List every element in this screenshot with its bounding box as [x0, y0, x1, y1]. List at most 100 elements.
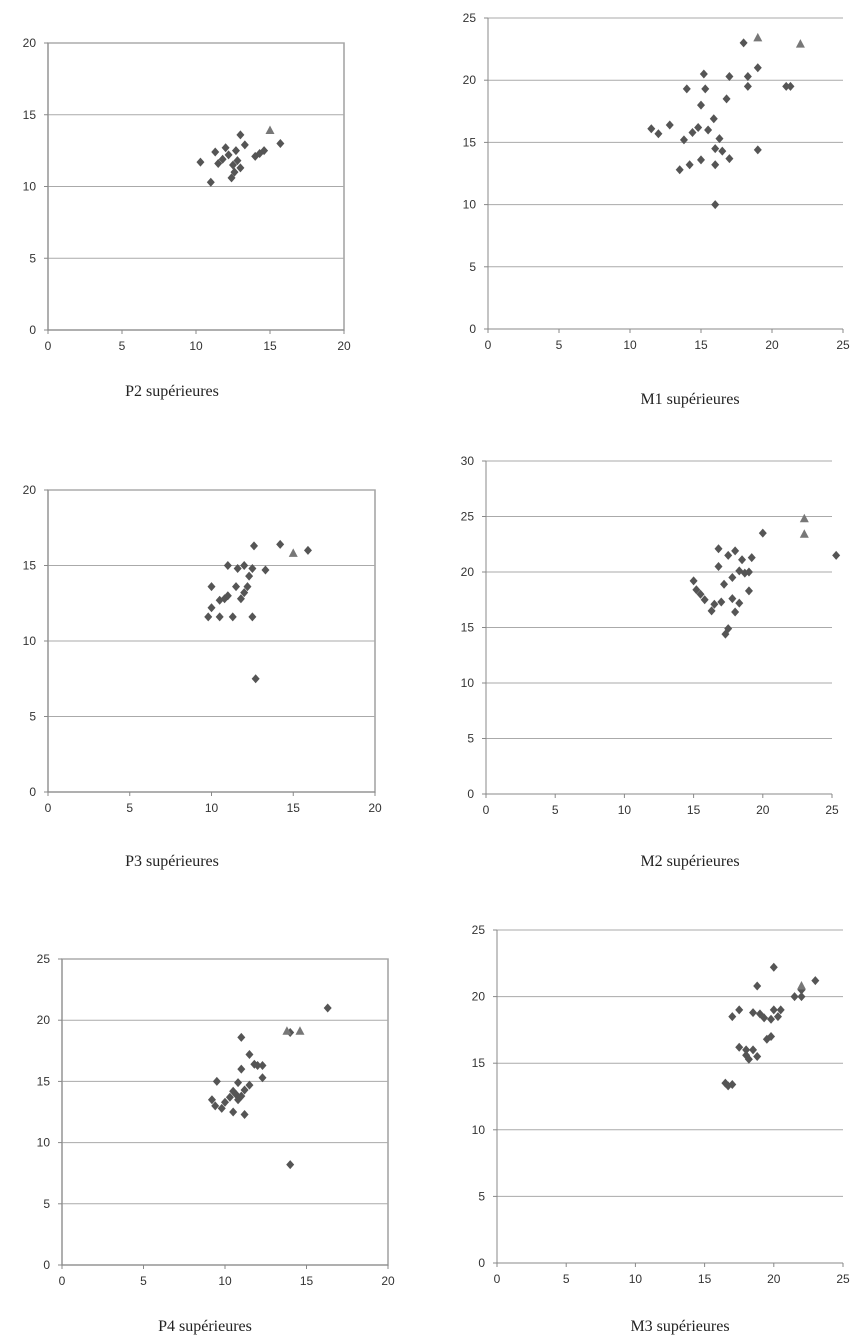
diamond-point	[245, 571, 254, 581]
triangle-point	[795, 39, 805, 48]
diamond-point	[688, 127, 697, 137]
diamond-point	[832, 550, 841, 560]
diamond-point	[701, 84, 710, 94]
y-tick-label: 10	[461, 676, 475, 690]
diamond-point	[261, 565, 270, 575]
diamond-point	[212, 1076, 221, 1086]
diamond-point	[665, 120, 674, 130]
y-tick-label: 20	[23, 36, 37, 50]
diamond-point	[692, 585, 701, 595]
diamond-point	[697, 100, 705, 110]
triangle-point	[796, 980, 806, 990]
y-tick-label: 15	[461, 621, 475, 635]
scatter-panel: 0 5 10 15 20 25 0 5 10 15 20 25 M3 supérieures	[472, 923, 850, 1335]
diamond-point	[747, 553, 756, 563]
chart-caption: M1 supérieures	[640, 391, 739, 408]
x-tick-label: 20	[765, 338, 779, 352]
diamond-point	[728, 573, 737, 583]
diamond-point	[738, 555, 747, 565]
diamond-point	[696, 589, 705, 599]
diamond-point	[229, 160, 237, 170]
diamond-point	[749, 1045, 758, 1055]
y-tick-label: 0	[43, 1258, 50, 1272]
diamond-point	[245, 1049, 254, 1059]
diamond-point	[237, 1064, 246, 1074]
x-tick-label: 0	[45, 339, 52, 353]
triangle-point	[265, 125, 275, 135]
y-tick-label: 5	[29, 251, 36, 265]
diamond-point	[215, 612, 224, 622]
x-tick-label: 15	[263, 339, 277, 353]
diamond-point	[240, 1085, 249, 1095]
x-tick-label: 10	[205, 801, 219, 815]
diamond-point	[704, 125, 713, 135]
diamond-point	[714, 561, 723, 571]
diamond-point	[776, 1005, 785, 1015]
diamond-point	[724, 550, 733, 560]
diamond-point	[731, 546, 740, 556]
diamond-point	[204, 612, 213, 622]
diamond-point	[753, 63, 762, 73]
diamond-point	[233, 156, 242, 166]
diamond-point	[767, 1032, 776, 1042]
diamond-point	[724, 624, 733, 634]
diamond-point	[260, 146, 269, 156]
scatter-panel: 0 5 10 15 20 0 5 10 15 20 25 P4 supérieures	[37, 952, 395, 1335]
diamond-point	[258, 1073, 267, 1083]
diamond-point	[236, 594, 245, 604]
chart-caption: P4 supérieures	[158, 1318, 252, 1335]
diamond-point	[735, 1005, 744, 1015]
triangle-point	[753, 32, 763, 42]
diamond-point	[207, 582, 216, 592]
x-tick-label: 0	[483, 803, 490, 817]
diamond-point	[715, 134, 724, 144]
diamond-point	[682, 84, 691, 94]
chart-caption: P2 supérieures	[125, 383, 219, 400]
x-tick-label: 25	[836, 338, 850, 352]
y-tick-label: 15	[23, 559, 37, 573]
scatter-panel: 0 5 10 15 20 0 5 10 15 20 P2 supérieures	[23, 36, 351, 400]
scatter-panel: 0 5 10 15 20 25 0 5 10 15 20 25 M1 supérieures	[463, 11, 850, 408]
x-tick-label: 20	[767, 1272, 781, 1286]
diamond-point	[722, 94, 731, 104]
x-tick-label: 10	[629, 1272, 643, 1286]
y-tick-label: 20	[37, 1013, 51, 1027]
x-tick-label: 15	[287, 801, 301, 815]
diamond-point	[223, 591, 232, 601]
diamond-point	[709, 114, 718, 124]
diamond-point	[227, 173, 236, 183]
diamond-point	[786, 81, 795, 91]
diamond-point	[236, 130, 245, 140]
scatter-panel: 0 5 10 15 20 25 0 5 10 15 20 25 30 M2 supérieures	[461, 454, 841, 870]
y-tick-label: 25	[461, 510, 475, 524]
diamond-point	[744, 586, 753, 596]
diamond-point	[245, 1080, 254, 1090]
y-tick-label: 5	[29, 710, 36, 724]
x-tick-label: 5	[119, 339, 126, 353]
diamond-point	[753, 1052, 762, 1062]
y-tick-label: 5	[43, 1197, 50, 1211]
triangle-point	[295, 1026, 305, 1035]
diamond-point	[685, 160, 694, 170]
diamond-point	[720, 579, 729, 589]
plot-frame	[61, 958, 389, 1266]
y-tick-label: 15	[23, 108, 37, 122]
x-tick-label: 20	[368, 801, 382, 815]
x-tick-label: 0	[494, 1272, 501, 1286]
x-tick-label: 20	[756, 803, 770, 817]
x-tick-label: 0	[45, 801, 52, 815]
diamond-point	[773, 1012, 782, 1022]
diamond-point	[697, 155, 705, 165]
diamond-point	[743, 81, 752, 91]
x-tick-label: 25	[836, 1272, 850, 1286]
diamond-point	[233, 564, 242, 574]
diamond-point	[237, 1032, 246, 1042]
diamond-point	[225, 1092, 234, 1102]
diamond-point	[731, 607, 740, 617]
diamond-point	[753, 981, 762, 991]
chart-caption: P3 supérieures	[125, 853, 219, 870]
triangle-point	[799, 513, 809, 523]
diamond-point	[207, 1095, 216, 1105]
diamond-point	[286, 1160, 295, 1170]
diamond-point	[717, 597, 726, 607]
